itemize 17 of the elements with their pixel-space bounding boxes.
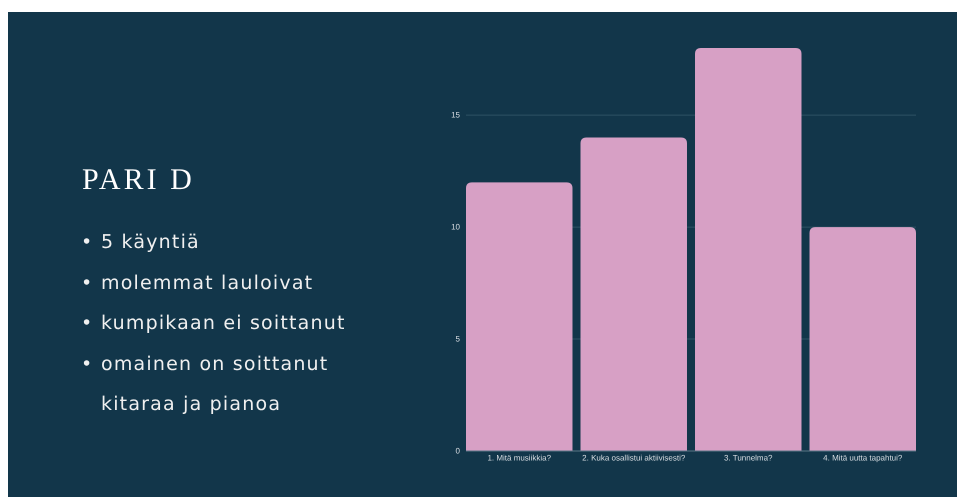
text: • molemmat lauloivat bbox=[81, 270, 314, 296]
text: • kumpikaan ei soittanut bbox=[81, 311, 346, 336]
text: PARI D bbox=[82, 163, 195, 197]
x-tick-label: 1. Mitä musiikkia? bbox=[487, 454, 552, 463]
y-tick-label: 0 bbox=[456, 446, 461, 456]
bar bbox=[466, 182, 572, 451]
x-tick-label: 2. Kuka osallistui aktiivisesti? bbox=[582, 454, 686, 463]
bar bbox=[810, 227, 916, 451]
y-tick-label: 15 bbox=[451, 110, 461, 120]
text: • 5 käyntiä bbox=[81, 230, 201, 255]
x-tick-label: 4. Mitä uutta tapahtui? bbox=[823, 454, 903, 463]
x-tick-label: 3. Tunnelma? bbox=[724, 454, 774, 463]
y-tick-label: 10 bbox=[451, 222, 461, 232]
bar bbox=[580, 138, 687, 451]
bar bbox=[695, 48, 802, 451]
text: • omainen on soittanut kitaraa ja pianoa bbox=[81, 352, 330, 417]
y-tick-label: 5 bbox=[456, 334, 461, 344]
